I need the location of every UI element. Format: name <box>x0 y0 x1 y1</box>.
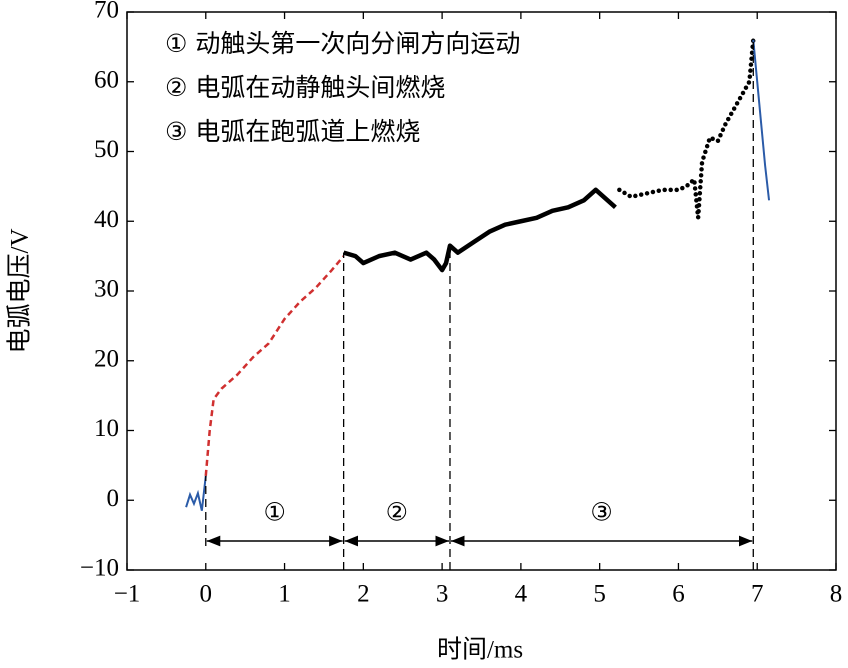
y-tick-label: 60 <box>94 66 119 93</box>
phase-label: ① <box>263 500 285 527</box>
x-tick-label: 1 <box>278 581 291 608</box>
x-tick-label: 5 <box>593 581 606 608</box>
y-tick-label: 0 <box>107 485 120 512</box>
x-tick-label: 7 <box>751 581 764 608</box>
x-axis-label: 时间/ms <box>437 636 523 664</box>
y-tick-label: 50 <box>94 136 119 163</box>
x-tick-label: 0 <box>200 581 213 608</box>
y-tick-label: 20 <box>94 345 119 372</box>
line-series <box>204 255 345 476</box>
x-tick-label: −1 <box>114 581 141 608</box>
x-tick-label: 4 <box>515 581 528 608</box>
annotation: ① 动触头第一次向分闸方向运动 <box>165 29 520 58</box>
y-tick-label: 30 <box>94 276 119 303</box>
x-tick-label: 6 <box>672 581 685 608</box>
annotation: ② 电弧在动静触头间燃烧 <box>165 73 445 102</box>
annotation: ③ 电弧在跑弧道上燃烧 <box>165 117 420 146</box>
y-tick-label: 40 <box>94 206 119 233</box>
phase-label: ③ <box>590 500 612 527</box>
y-tick-label: 70 <box>94 0 119 24</box>
line-series <box>343 187 617 273</box>
line-series <box>752 39 771 201</box>
y-axis-label: 电弧电压/V <box>6 228 34 353</box>
line-series <box>185 475 207 511</box>
y-tick-label: 10 <box>94 415 119 442</box>
line-series <box>617 37 756 218</box>
x-tick-label: 2 <box>357 581 370 608</box>
y-tick-label: −10 <box>80 555 119 582</box>
x-tick-label: 8 <box>830 581 843 608</box>
phase-label: ② <box>386 500 408 527</box>
x-tick-label: 3 <box>436 581 449 608</box>
